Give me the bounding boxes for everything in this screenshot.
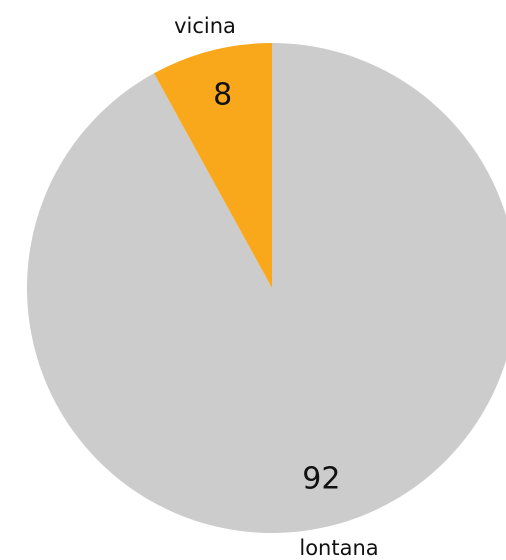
pie-slice <box>153 43 272 288</box>
category-label: lontana <box>299 536 378 560</box>
pie-slice <box>27 43 506 533</box>
value-label: 8 <box>213 77 232 112</box>
category-label: vicina <box>174 14 236 38</box>
value-label: 92 <box>302 462 340 497</box>
